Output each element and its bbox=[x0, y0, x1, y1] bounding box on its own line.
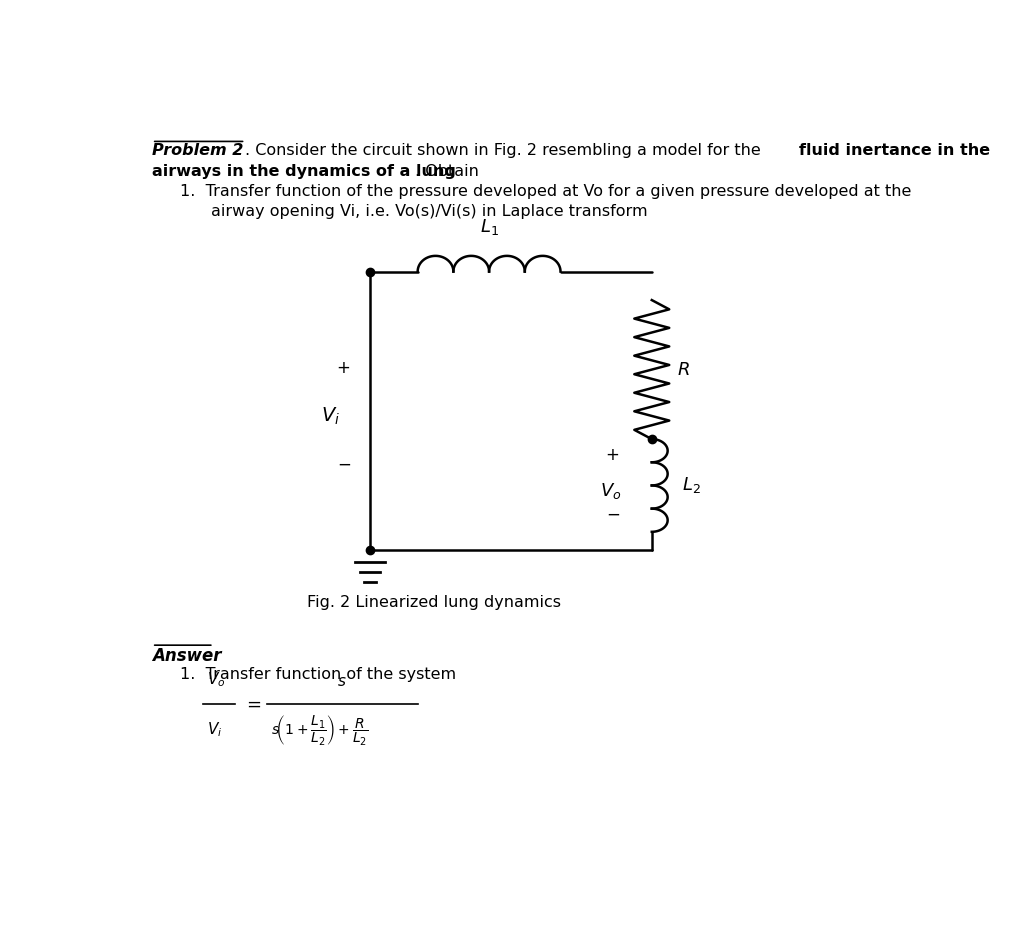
Text: Fig. 2 Linearized lung dynamics: Fig. 2 Linearized lung dynamics bbox=[306, 594, 560, 609]
Text: $-$: $-$ bbox=[606, 505, 620, 523]
Text: $s\!\left(1+\dfrac{L_1}{L_2}\right)+\dfrac{R}{L_2}$: $s\!\left(1+\dfrac{L_1}{L_2}\right)+\dfr… bbox=[270, 713, 369, 747]
Text: $V_o$: $V_o$ bbox=[207, 670, 226, 689]
Text: $V_o$: $V_o$ bbox=[600, 482, 622, 501]
Text: fluid inertance in the: fluid inertance in the bbox=[799, 144, 990, 158]
Text: $s$: $s$ bbox=[338, 674, 347, 689]
Text: +: + bbox=[337, 358, 350, 377]
Text: $L_1$: $L_1$ bbox=[479, 218, 499, 237]
Text: $R$: $R$ bbox=[677, 360, 690, 379]
Text: $-$: $-$ bbox=[337, 455, 351, 473]
Text: . Consider the circuit shown in Fig. 2 resembling a model for the: . Consider the circuit shown in Fig. 2 r… bbox=[246, 144, 766, 158]
Text: Answer: Answer bbox=[152, 647, 221, 665]
Text: $V_i$: $V_i$ bbox=[321, 406, 340, 427]
Text: $V_i$: $V_i$ bbox=[207, 720, 222, 739]
Text: $L_2$: $L_2$ bbox=[682, 475, 700, 495]
Text: 1.  Transfer function of the system: 1. Transfer function of the system bbox=[179, 668, 456, 682]
Text: airway opening Vi, i.e. Vo(s)/Vi(s) in Laplace transform: airway opening Vi, i.e. Vo(s)/Vi(s) in L… bbox=[211, 204, 648, 219]
Text: $=$: $=$ bbox=[243, 694, 262, 713]
Text: Problem 2: Problem 2 bbox=[152, 144, 243, 158]
Text: 1.  Transfer function of the pressure developed at Vo for a given pressure devel: 1. Transfer function of the pressure dev… bbox=[179, 184, 911, 199]
Text: . Obtain: . Obtain bbox=[416, 164, 479, 179]
Text: airways in the dynamics of a lung: airways in the dynamics of a lung bbox=[152, 164, 456, 179]
Text: +: + bbox=[606, 445, 620, 464]
